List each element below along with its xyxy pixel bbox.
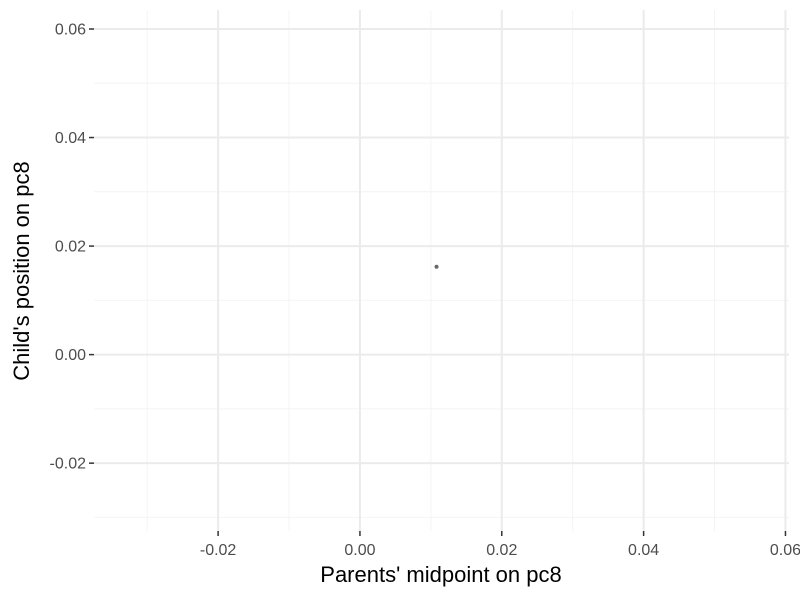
minor-gridlines <box>94 10 789 531</box>
data-point <box>434 264 439 269</box>
y-tick-label: 0.00 <box>55 347 86 364</box>
y-tick-label: 0.06 <box>55 21 86 38</box>
x-tick-label: 0.04 <box>628 542 659 559</box>
y-tick-label: -0.02 <box>50 456 87 473</box>
y-axis-title: Child's position on pc8 <box>9 161 34 380</box>
data-points <box>434 264 439 269</box>
x-tick-label: 0.00 <box>344 542 375 559</box>
y-tick-label: 0.02 <box>55 239 86 256</box>
y-tick-label: 0.04 <box>55 130 86 147</box>
y-axis-ticks: -0.02 0.00 0.02 0.04 0.06 <box>50 21 94 473</box>
x-tick-label: 0.06 <box>770 542 800 559</box>
major-gridlines <box>94 10 789 531</box>
x-tick-label: 0.02 <box>486 542 517 559</box>
x-tick-label: -0.02 <box>200 542 237 559</box>
x-axis-ticks: -0.02 0.00 0.02 0.04 0.06 <box>200 531 800 559</box>
x-axis-title: Parents' midpoint on pc8 <box>320 562 561 587</box>
